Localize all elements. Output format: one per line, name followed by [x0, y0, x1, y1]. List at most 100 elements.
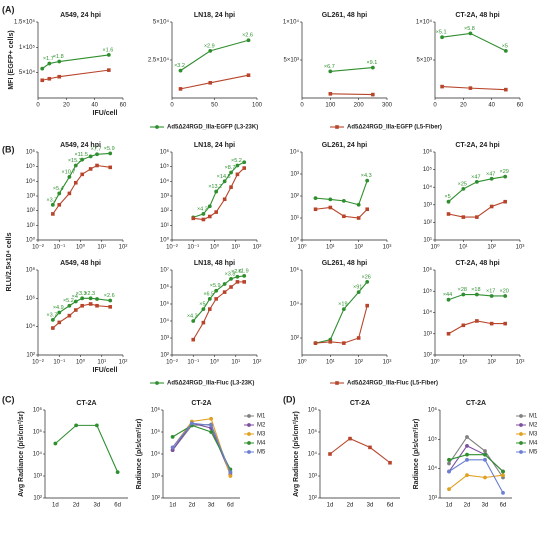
x-tick-label: 3d	[367, 503, 374, 509]
series-line	[329, 437, 391, 464]
data-point	[80, 157, 85, 162]
x-tick-label: 6d	[387, 503, 394, 509]
data-point	[465, 435, 469, 439]
data-point	[447, 469, 451, 474]
point-label: ×47	[486, 171, 495, 177]
y-tick-label: 10⁵	[26, 163, 36, 170]
legend-marker	[247, 414, 251, 418]
y-tick-label: 10⁶	[308, 407, 318, 414]
data-point	[108, 151, 113, 156]
data-point	[489, 204, 494, 209]
legend-label: M3	[257, 432, 266, 438]
x-tick-label: 10⁰	[210, 244, 220, 251]
y-tick-label: 10²	[290, 194, 299, 200]
data-point	[348, 436, 352, 441]
data-point	[328, 339, 333, 344]
x-tick-label: 10¹	[231, 360, 240, 366]
y-tick-label: 10⁶	[290, 267, 300, 274]
point-label: ×47	[471, 174, 480, 180]
point-label: ×15.3	[68, 158, 82, 164]
data-point	[446, 212, 451, 216]
series-line	[330, 93, 373, 96]
data-point	[222, 179, 227, 184]
data-point	[208, 81, 213, 85]
chart-title: CT-2A	[466, 400, 486, 407]
data-point	[106, 53, 111, 57]
data-point	[67, 175, 72, 179]
y-tick-label: 10⁴	[26, 323, 36, 330]
data-point	[88, 296, 93, 301]
y-tick-label: 10²	[33, 496, 42, 502]
y-tick-label: 10⁴	[423, 309, 433, 316]
legend-marker	[519, 414, 523, 418]
y-tick-label: 10²	[308, 496, 317, 502]
panel-label: (D)	[283, 394, 296, 404]
chart-title: A549, 48 hpi	[60, 260, 101, 267]
y-tick-label: 10⁰	[160, 237, 170, 244]
x-tick-label: 10¹	[97, 360, 106, 366]
y-tick-label: 10⁵	[160, 301, 170, 308]
data-point	[88, 302, 93, 306]
y-tick-label: 10³	[26, 194, 35, 200]
data-point	[440, 84, 444, 89]
data-point	[342, 341, 346, 345]
point-label: ×20	[500, 288, 509, 294]
data-point	[483, 475, 487, 480]
y-tick-label: 10³	[428, 496, 437, 502]
point-label: ×4.3	[197, 206, 208, 212]
point-label: ×13.2	[208, 184, 222, 190]
data-point	[235, 172, 240, 177]
y-tick-label: 10²	[151, 496, 160, 502]
data-point	[191, 216, 196, 221]
x-tick-label: 10²	[487, 245, 496, 251]
y-tick-label: 2.5×10⁴	[148, 57, 170, 64]
data-point	[371, 92, 375, 97]
data-point	[242, 280, 247, 284]
data-point	[342, 214, 346, 219]
x-tick-label: 10⁻¹	[53, 360, 65, 366]
legend-label: M5	[529, 450, 538, 456]
data-point	[370, 65, 375, 70]
data-point	[47, 61, 52, 66]
data-point	[51, 212, 55, 216]
data-point	[73, 163, 78, 168]
point-label: ×4	[72, 294, 78, 300]
point-label: ×44	[443, 292, 452, 298]
y-tick-label: 10³	[308, 474, 317, 480]
point-label: ×26	[362, 274, 371, 280]
y-tick-label: 10⁵	[308, 429, 318, 436]
chart-title: A549, 24 hpi	[60, 142, 101, 149]
legend-label: M1	[529, 414, 538, 420]
data-point	[222, 290, 227, 294]
y-tick-label: 10⁶	[26, 149, 36, 156]
data-point	[447, 461, 451, 466]
chart-title: GL261, 48 hpi	[322, 12, 368, 19]
point-label: ×4.3	[187, 313, 198, 319]
series-line	[55, 424, 119, 473]
series-line	[442, 86, 506, 91]
x-tick-label: 60	[517, 103, 524, 109]
x-tick-label: 10²	[253, 360, 262, 366]
x-tick-label: 10¹	[326, 360, 335, 366]
data-point	[170, 434, 175, 439]
data-point	[170, 448, 175, 453]
point-label: ×28	[458, 287, 467, 293]
y-tick-label: 10⁵	[423, 288, 433, 295]
series-line	[448, 201, 506, 218]
data-point	[88, 154, 93, 159]
data-point	[365, 303, 369, 308]
point-label: ×29	[500, 169, 509, 175]
legend-label: M3	[529, 432, 538, 438]
data-point	[201, 307, 206, 312]
chart-title: GL261, 48 hpi	[322, 260, 368, 267]
x-tick-label: 10³	[516, 360, 525, 366]
y-tick-label: 10²	[160, 208, 169, 214]
y-tick-label: 5×10³	[416, 58, 432, 64]
x-tick-label: 10⁻¹	[53, 245, 65, 251]
x-tick-label: 10⁻²	[32, 360, 44, 366]
x-tick-label: 1d	[52, 503, 59, 509]
series-line	[172, 418, 231, 477]
y-tick-label: 10²	[26, 208, 35, 214]
data-point	[207, 296, 212, 301]
x-tick-label: 2d	[73, 503, 80, 509]
